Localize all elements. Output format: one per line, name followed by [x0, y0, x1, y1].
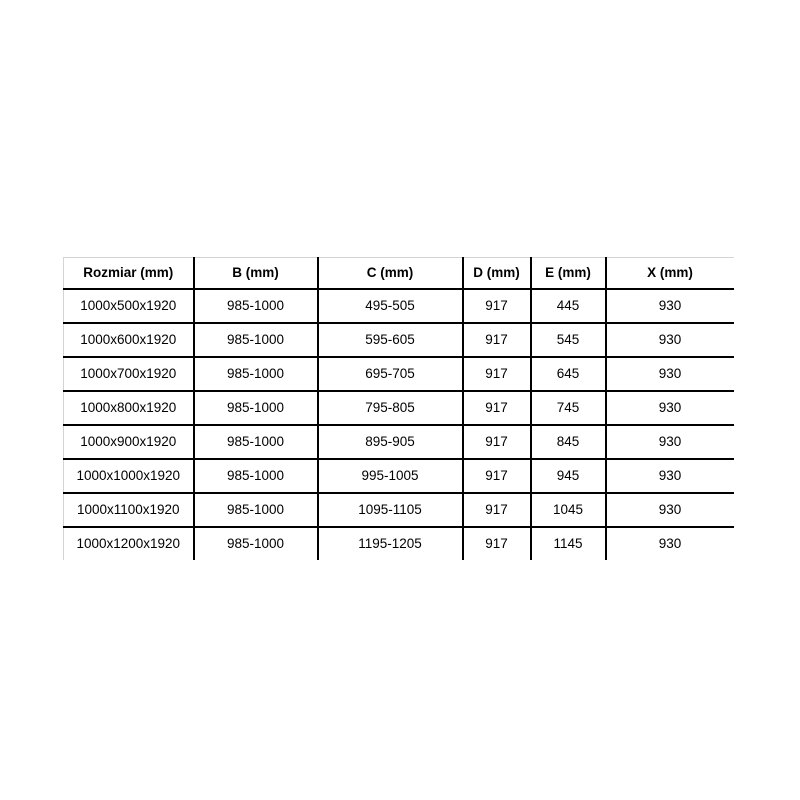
- table-row: 1000x900x1920 985-1000 895-905 917 845 930: [63, 425, 734, 459]
- size-spec-table: Rozmiar (mm) B (mm) C (mm) D (mm) E (mm) X (m…: [63, 257, 734, 560]
- table-cell: 595-605: [317, 323, 464, 357]
- table-row: 1000x1200x1920 985-1000 1195-1205 917 1145 93…: [63, 527, 734, 560]
- table-cell: 985-1000: [193, 527, 319, 560]
- table-cell: 985-1000: [193, 459, 319, 493]
- table-cell: 985-1000: [193, 391, 319, 425]
- table-cell: 917: [462, 527, 532, 560]
- table-cell: 545: [530, 323, 607, 357]
- table-cell: 930: [658, 468, 682, 484]
- table-cell: 917: [462, 391, 532, 425]
- table-cell: 645: [530, 357, 607, 391]
- table-cell: 1000x1200x1920: [63, 527, 195, 560]
- column-header: E (mm): [530, 257, 607, 289]
- column-header: C (mm): [317, 257, 464, 289]
- table-cell: 917: [462, 289, 532, 323]
- table-cell: 1000x600x1920: [63, 323, 195, 357]
- table-row: 1000x1100x1920 985-1000 1095-1105 917 1045 93…: [63, 493, 734, 527]
- table-cell: 985-1000: [193, 323, 319, 357]
- table-row: 1000x1000x1920 985-1000 995-1005 917 945 930: [63, 459, 734, 493]
- table-cell: 985-1000: [193, 493, 319, 527]
- table-cell: 917: [462, 425, 532, 459]
- table-cell: 995-1005: [317, 459, 464, 493]
- table-cell: 495-505: [317, 289, 464, 323]
- table-cell: 930: [658, 400, 682, 416]
- table-cell: 1045: [530, 493, 607, 527]
- table-body: 1000x500x1920 985-1000 495-505 917 445 930 100…: [63, 289, 734, 560]
- table-cell: 695-705: [317, 357, 464, 391]
- table-cell: 917: [462, 493, 532, 527]
- table-cell: 930: [658, 298, 682, 314]
- column-header: D (mm): [462, 257, 532, 289]
- table-cell: 917: [462, 459, 532, 493]
- table-cell: 795-805: [317, 391, 464, 425]
- table-cell: 930: [658, 366, 682, 382]
- table-cell: 1000x800x1920: [63, 391, 195, 425]
- table-row: 1000x700x1920 985-1000 695-705 917 645 930: [63, 357, 734, 391]
- table-cell: 1000x700x1920: [63, 357, 195, 391]
- table-cell: 985-1000: [193, 425, 319, 459]
- table-cell: 1095-1105: [317, 493, 464, 527]
- header-row: Rozmiar (mm) B (mm) C (mm) D (mm) E (mm) X (m…: [63, 257, 734, 289]
- table-cell: 985-1000: [193, 289, 319, 323]
- table-cell: 917: [462, 357, 532, 391]
- table-cell: 930: [658, 536, 682, 552]
- table-row: 1000x500x1920 985-1000 495-505 917 445 930: [63, 289, 734, 323]
- table-cell: 1195-1205: [317, 527, 464, 560]
- table-cell: 845: [530, 425, 607, 459]
- table-row: 1000x800x1920 985-1000 795-805 917 745 930: [63, 391, 734, 425]
- table-cell: 1145: [530, 527, 607, 560]
- column-header: B (mm): [193, 257, 319, 289]
- table-cell: 930: [658, 332, 682, 348]
- column-header: X (mm): [647, 265, 693, 281]
- table-cell: 1000x1100x1920: [63, 493, 195, 527]
- table-cell: 1000x500x1920: [63, 289, 195, 323]
- table-cell: 1000x1000x1920: [63, 459, 195, 493]
- table-row: 1000x600x1920 985-1000 595-605 917 545 930: [63, 323, 734, 357]
- table-cell: 917: [462, 323, 532, 357]
- table-cell: 895-905: [317, 425, 464, 459]
- size-spec-table-container: Rozmiar (mm) B (mm) C (mm) D (mm) E (mm) X (m…: [63, 257, 734, 560]
- table-cell: 1000x900x1920: [63, 425, 195, 459]
- table-cell: 945: [530, 459, 607, 493]
- table-cell: 745: [530, 391, 607, 425]
- table-cell: 985-1000: [193, 357, 319, 391]
- column-header: Rozmiar (mm): [63, 257, 195, 289]
- table-cell: 445: [530, 289, 607, 323]
- table-cell: 930: [658, 434, 682, 450]
- table-cell: 930: [658, 502, 682, 518]
